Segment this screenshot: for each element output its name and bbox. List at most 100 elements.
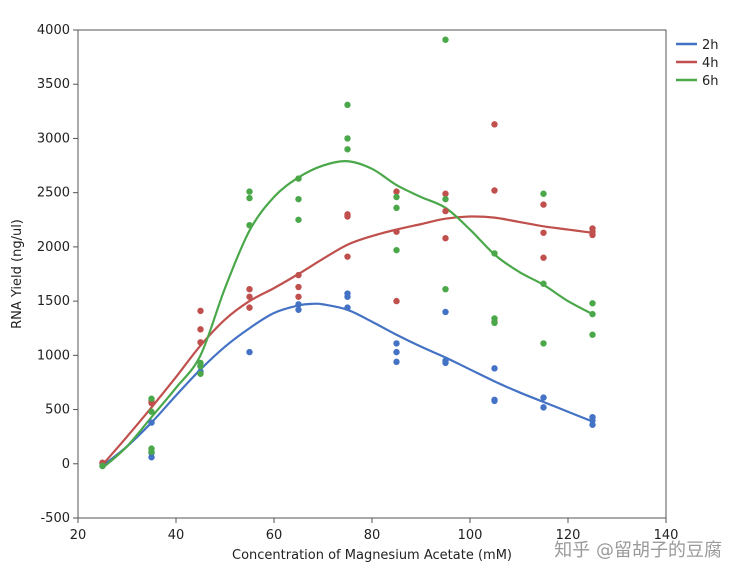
data-point-2h	[442, 357, 449, 364]
data-point-6h	[442, 285, 449, 293]
data-points	[99, 36, 596, 470]
legend-label-6h: 6h	[702, 74, 719, 89]
data-point-4h	[197, 307, 204, 315]
x-tick-label: 140	[654, 528, 679, 543]
data-point-2h	[491, 365, 498, 372]
data-point-4h	[295, 283, 302, 291]
data-point-6h	[589, 300, 596, 307]
data-point-6h	[393, 193, 400, 201]
data-point-6h	[491, 250, 498, 257]
data-point-4h	[540, 229, 547, 236]
y-tick-label: 0	[62, 457, 70, 472]
data-point-6h	[197, 370, 204, 377]
y-tick-label: 3000	[37, 131, 70, 146]
data-point-4h	[344, 253, 351, 260]
data-point-6h	[344, 135, 351, 142]
data-point-2h	[540, 394, 547, 401]
data-point-4h	[246, 304, 253, 311]
data-point-2h	[393, 340, 400, 347]
data-point-6h	[540, 340, 547, 347]
y-tick-label: 1500	[37, 294, 70, 309]
data-point-4h	[540, 254, 547, 261]
data-point-6h	[589, 331, 596, 338]
data-point-2h	[393, 358, 400, 366]
x-tick-label: 80	[364, 528, 381, 543]
data-point-6h	[197, 359, 204, 367]
data-point-4h	[393, 297, 400, 305]
y-tick-label: 3500	[37, 77, 70, 92]
x-tick-label: 40	[168, 528, 185, 543]
data-point-6h	[148, 445, 155, 452]
data-point-2h	[295, 301, 302, 308]
data-point-4h	[442, 235, 449, 242]
data-point-6h	[393, 246, 400, 254]
legend-label-2h: 2h	[702, 38, 719, 53]
data-point-4h	[442, 207, 449, 215]
data-point-6h	[246, 188, 253, 195]
data-point-4h	[442, 190, 449, 197]
fit-line-2h	[101, 302, 594, 468]
data-point-2h	[393, 348, 400, 356]
fit-line-4h	[101, 215, 594, 466]
y-tick-label: -500	[40, 511, 70, 526]
data-point-2h	[344, 304, 351, 311]
data-point-6h	[540, 280, 547, 287]
data-point-4h	[197, 339, 204, 346]
data-point-6h	[589, 310, 596, 318]
data-point-4h	[344, 211, 351, 218]
legend-label-4h: 4h	[702, 56, 719, 71]
data-point-6h	[99, 462, 106, 470]
data-point-6h	[295, 216, 302, 223]
data-point-4h	[589, 225, 596, 232]
data-point-6h	[295, 175, 302, 182]
legend: 2h 4h 6h	[676, 38, 719, 89]
y-tick-label: 1000	[37, 348, 70, 363]
data-point-6h	[442, 195, 449, 203]
plot-frame	[77, 29, 667, 519]
fit-line-6h	[101, 160, 594, 470]
data-point-2h	[589, 413, 596, 421]
data-point-4h	[246, 285, 253, 293]
x-axis-title: Concentration of Magnesium Acetate (mM)	[232, 548, 512, 563]
data-point-4h	[491, 121, 498, 128]
data-point-4h	[197, 326, 204, 333]
data-point-4h	[393, 188, 400, 195]
data-point-6h	[491, 315, 498, 322]
data-point-4h	[295, 293, 302, 300]
axes: -500 0 500 1000 1500 2000 2500 3000 3500 4000 20 40…	[37, 23, 679, 543]
data-point-2h	[344, 290, 351, 297]
data-point-4h	[540, 201, 547, 208]
data-point-2h	[246, 348, 253, 356]
data-point-2h	[148, 419, 155, 426]
y-axis-title: RNA Yield (ng/ul)	[10, 219, 25, 329]
data-point-4h	[491, 187, 498, 194]
data-point-6h	[148, 408, 155, 415]
fit-curves	[101, 160, 594, 470]
y-tick-label: 4000	[37, 23, 70, 38]
data-point-6h	[540, 190, 547, 197]
data-point-6h	[295, 195, 302, 203]
y-tick-label: 500	[45, 403, 70, 418]
y-tick-label: 2000	[37, 240, 70, 255]
data-point-6h	[344, 101, 351, 109]
data-point-6h	[246, 194, 253, 202]
data-point-4h	[295, 271, 302, 279]
data-point-2h	[442, 308, 449, 316]
data-point-6h	[246, 222, 253, 229]
watermark-text: 知乎 @留胡子的豆腐	[554, 540, 722, 561]
data-point-2h	[540, 404, 547, 411]
x-tick-label: 100	[458, 528, 483, 543]
data-point-6h	[393, 204, 400, 212]
data-point-6h	[442, 36, 449, 43]
data-point-4h	[246, 293, 253, 300]
data-point-2h	[491, 396, 498, 403]
data-point-6h	[344, 146, 351, 153]
data-point-2h	[295, 306, 302, 313]
data-point-4h	[393, 228, 400, 235]
x-tick-label: 60	[266, 528, 283, 543]
y-tick-label: 2500	[37, 186, 70, 201]
data-point-6h	[148, 395, 155, 402]
x-tick-label: 120	[556, 528, 581, 543]
